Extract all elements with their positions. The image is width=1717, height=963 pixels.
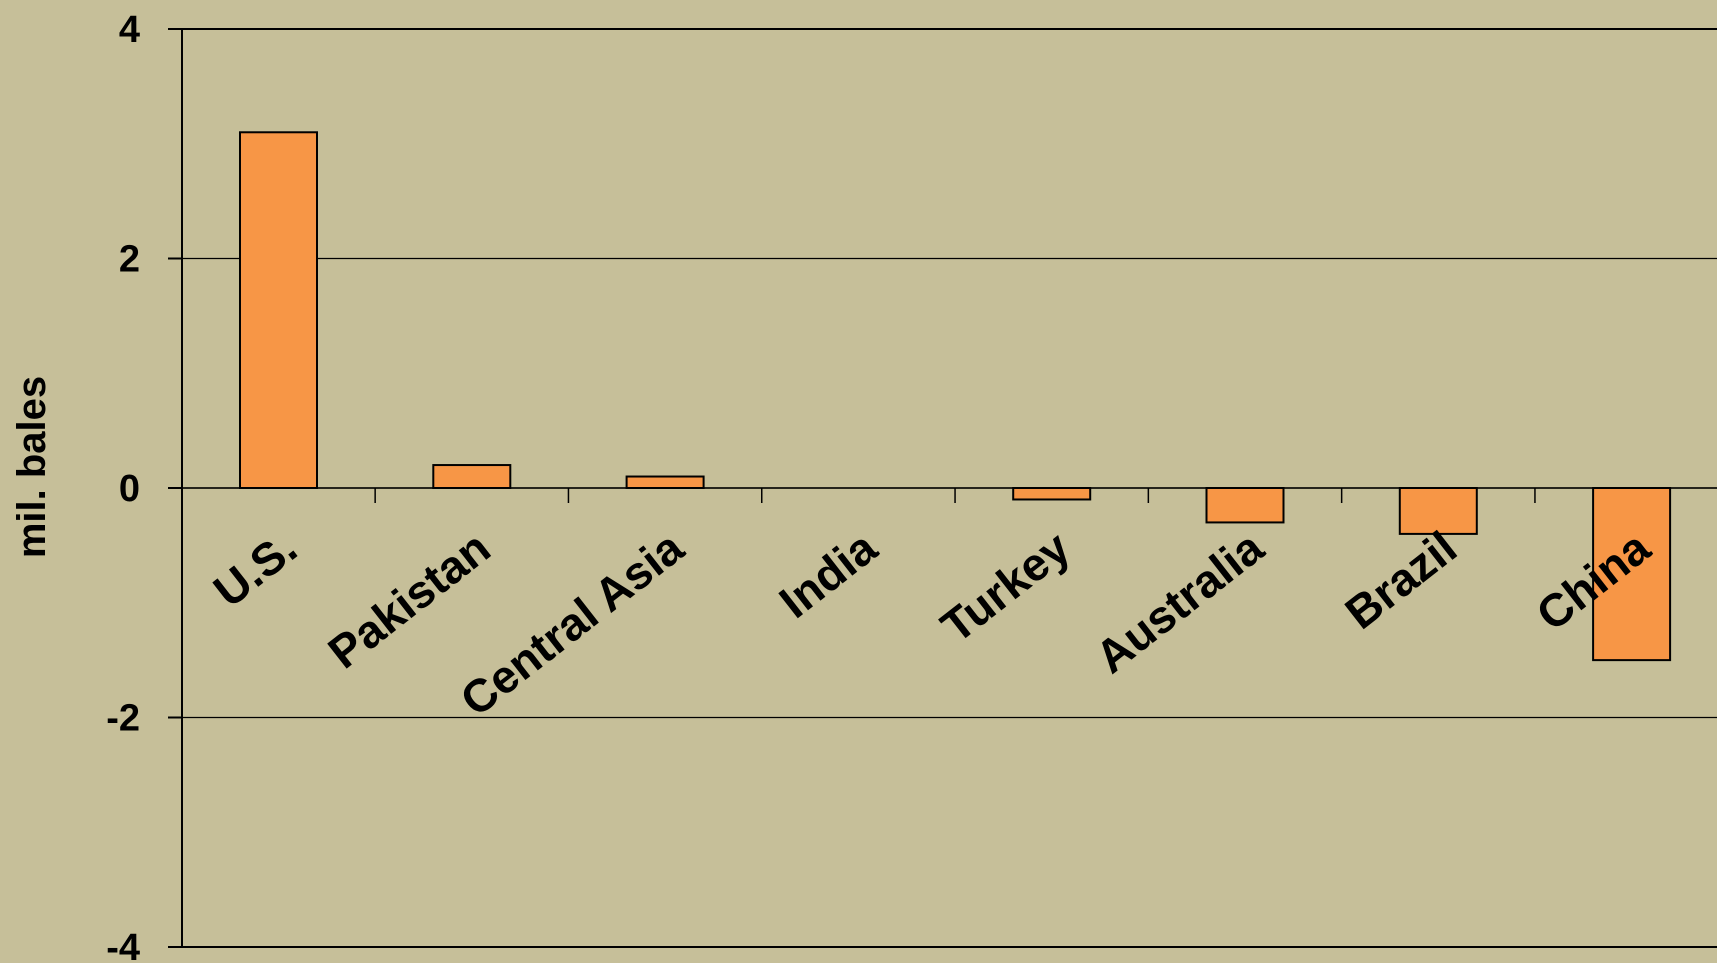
y-tick-label: 4 xyxy=(119,9,140,51)
axes xyxy=(168,28,1717,948)
category-label-pakistan: Pakistan xyxy=(318,521,499,678)
bars xyxy=(239,131,1672,662)
bar-u-s xyxy=(239,131,318,489)
bar-australia xyxy=(1205,487,1285,524)
category-label-turkey: Turkey xyxy=(931,521,1080,653)
y-axis-title: mil. bales xyxy=(10,376,54,558)
y-tick-label: 2 xyxy=(119,239,140,281)
category-label-australia: Australia xyxy=(1086,521,1273,683)
category-label-brazil: Brazil xyxy=(1335,521,1466,639)
y-tick-label: -2 xyxy=(106,698,140,740)
bar-turkey xyxy=(1012,487,1092,501)
y-tick-labels: -4 -2 0 2 4 xyxy=(106,9,140,963)
y-tick-label: 0 xyxy=(119,468,140,510)
category-label-u-s: U.S. xyxy=(204,521,307,617)
bar-pakistan xyxy=(432,464,512,489)
category-label-india: India xyxy=(770,521,887,628)
bar-central-asia xyxy=(625,475,705,489)
y-tick-label: -4 xyxy=(106,927,140,963)
